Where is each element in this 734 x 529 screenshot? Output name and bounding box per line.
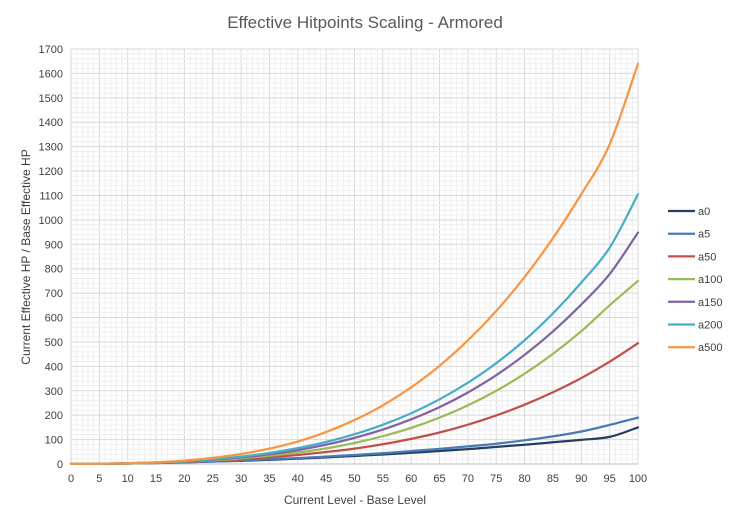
legend-item-a100: a100 (668, 274, 722, 286)
series-line-a500 (69, 62, 640, 465)
x-tick-label: 90 (575, 473, 587, 485)
legend-label: a200 (698, 320, 722, 332)
legend-item-a500: a500 (668, 342, 722, 354)
y-tick-label: 100 (45, 435, 63, 447)
legend-label: a5 (698, 229, 710, 241)
y-tick-label: 1500 (39, 93, 63, 105)
x-tick-label: 55 (377, 473, 389, 485)
x-tick-label: 25 (207, 473, 219, 485)
series-lines (69, 62, 640, 465)
x-tick-label: 80 (518, 473, 530, 485)
x-tick-label: 45 (320, 473, 332, 485)
chart-title: Effective Hitpoints Scaling - Armored (227, 13, 503, 32)
legend-item-a200: a200 (668, 320, 722, 332)
legend-item-a50: a50 (668, 251, 716, 263)
y-tick-label: 1700 (39, 44, 63, 56)
x-tick-label: 35 (263, 473, 275, 485)
x-axis-title: Current Level - Base Level (284, 493, 426, 507)
axes (70, 49, 638, 465)
y-tick-label: 1100 (39, 190, 63, 202)
legend: a0 a5 a50 a100 a150 a200 a500 (668, 206, 722, 354)
x-tick-label: 95 (604, 473, 616, 485)
y-tick-label: 1000 (39, 215, 63, 227)
legend-label: a100 (698, 274, 722, 286)
x-tick-label: 10 (122, 473, 134, 485)
x-tick-label: 70 (462, 473, 474, 485)
x-tick-label: 85 (547, 473, 559, 485)
y-tick-label: 700 (45, 288, 63, 300)
legend-label: a150 (698, 297, 722, 309)
y-tick-label: 400 (45, 361, 63, 373)
legend-label: a500 (698, 342, 722, 354)
x-tick-label: 100 (629, 473, 647, 485)
y-tick-label: 200 (45, 410, 63, 422)
legend-label: a50 (698, 251, 716, 263)
y-axis-title: Current Effective HP / Base Effective HP (19, 149, 33, 364)
x-tick-label: 75 (490, 473, 502, 485)
y-tick-label: 600 (45, 313, 63, 325)
x-tick-label: 50 (348, 473, 360, 485)
y-tick-label: 1300 (39, 142, 63, 154)
x-tick-label: 5 (96, 473, 102, 485)
y-tick-label: 800 (45, 264, 63, 276)
y-tick-label: 300 (45, 386, 63, 398)
y-tick-label: 900 (45, 239, 63, 251)
x-tick-label: 15 (150, 473, 162, 485)
x-tick-label: 60 (405, 473, 417, 485)
x-tick-label: 65 (433, 473, 445, 485)
x-tick-label: 30 (235, 473, 247, 485)
y-tick-label: 1200 (39, 166, 63, 178)
x-tick-label: 20 (178, 473, 190, 485)
tick-labels: 0 5 10 15 20 25 30 35 40 45 50 55 60 65 70 75 80 85 90 95 10… (39, 44, 648, 485)
legend-label: a0 (698, 206, 710, 218)
gridlines (70, 48, 639, 465)
legend-item-a0: a0 (668, 206, 710, 218)
y-tick-label: 500 (45, 337, 63, 349)
y-tick-label: 1400 (39, 117, 63, 129)
x-tick-label: 40 (292, 473, 304, 485)
legend-item-a150: a150 (668, 297, 722, 309)
legend-item-a5: a5 (668, 229, 710, 241)
x-tick-label: 0 (68, 473, 74, 485)
y-tick-label: 1600 (39, 68, 63, 80)
y-tick-label: 0 (57, 459, 63, 471)
